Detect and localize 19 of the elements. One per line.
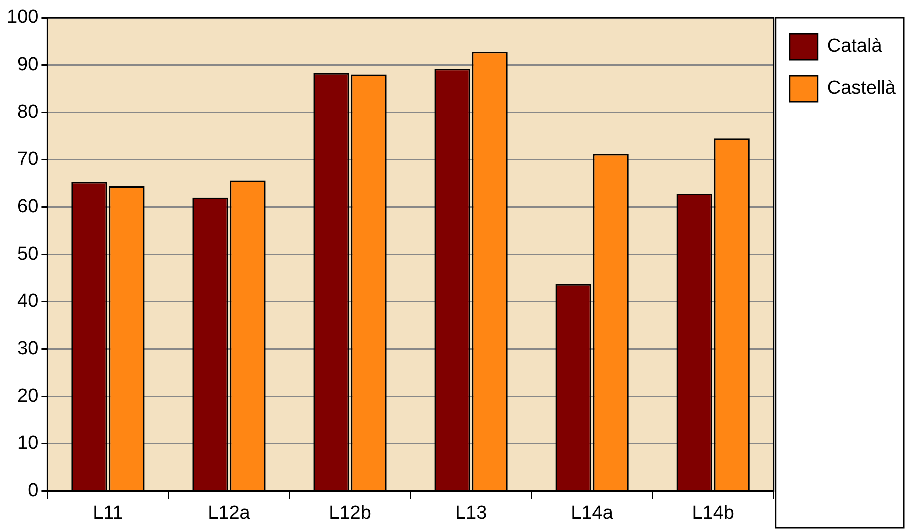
legend-label: Castellà [827,78,896,100]
y-tick-label: 90 [18,54,39,76]
x-tick-label: L14b [692,502,734,524]
y-tick-label: 0 [28,480,39,502]
y-tick-label: 50 [18,244,39,265]
y-tick-label: 100 [7,7,39,28]
y-tick-label: 60 [18,196,39,218]
y-tick-label: 40 [18,291,39,312]
x-tick-label: L12a [208,502,251,524]
legend-label: Català [827,36,883,58]
y-tick-label: 10 [18,433,39,454]
x-tick-label: L13 [455,502,488,524]
x-tick-label: L12b [329,502,372,524]
y-tick-label: 70 [18,149,39,170]
y-tick-label: 20 [18,386,39,407]
x-tick-label: L11 [93,502,124,524]
y-tick-label: 30 [18,338,39,360]
y-tick-label: 80 [18,102,39,123]
x-tick-label: L14a [571,502,614,524]
